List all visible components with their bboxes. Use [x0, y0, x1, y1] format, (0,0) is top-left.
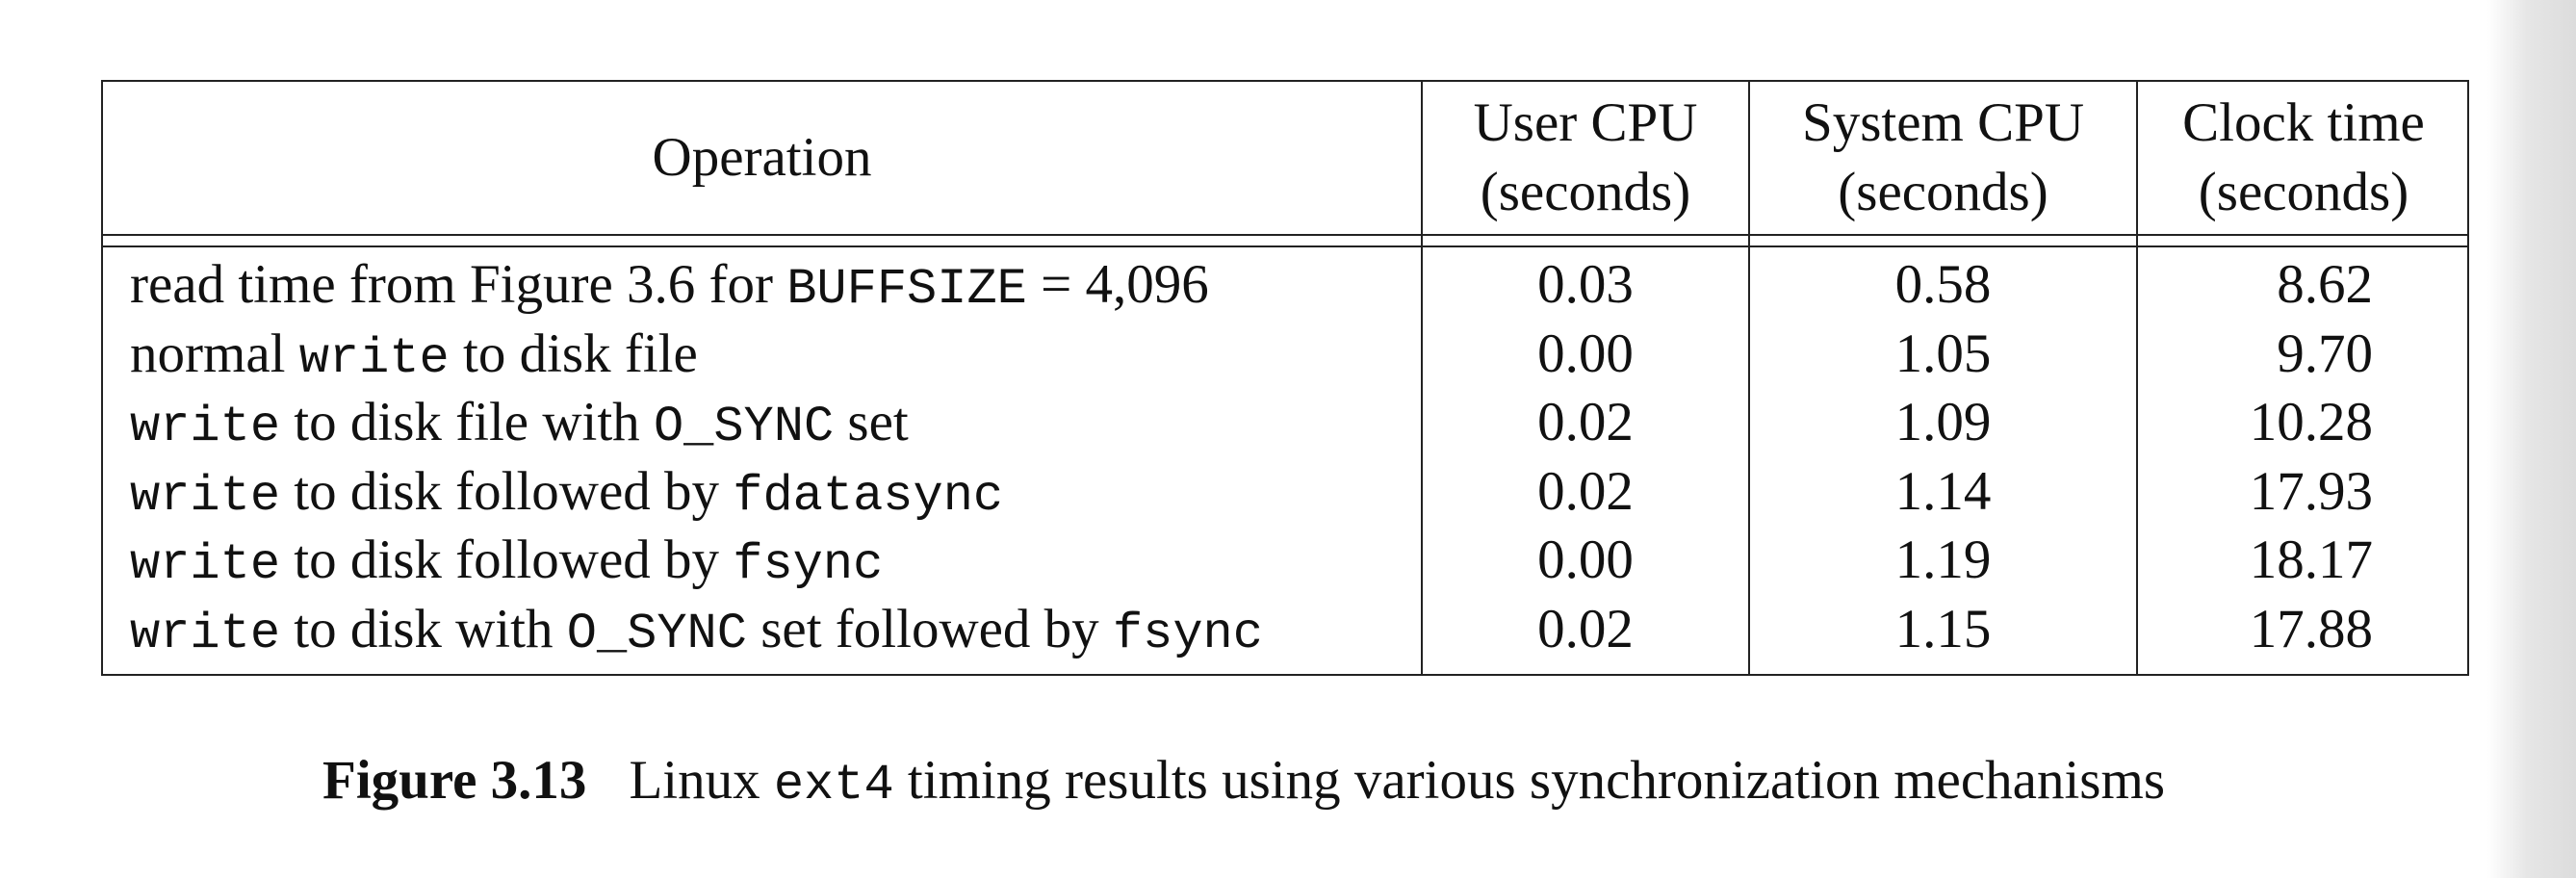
- clock-time-cell: 8.62: [2277, 254, 2373, 315]
- operation-text: normal: [130, 323, 299, 384]
- table-row: write to disk file with O_SYNC set 0.02 1.…: [103, 388, 2467, 457]
- operation-text: read time from Figure 3.6 for: [130, 254, 787, 315]
- figure-label: Figure 3.13: [322, 750, 587, 811]
- table-row: normal write to disk file 0.00 1.05 9.70: [103, 320, 2467, 389]
- header-rule-top: [103, 234, 2467, 236]
- operation-text: to disk followed by: [280, 460, 734, 522]
- clock-time-cell: 10.28: [2249, 392, 2373, 452]
- system-cpu-cell: 1.15: [1894, 598, 1992, 659]
- operation-cell: write to disk with O_SYNC set followed b…: [130, 595, 1263, 669]
- code-text: write: [130, 605, 281, 662]
- code-text: fsync: [1112, 605, 1263, 662]
- operation-text: set: [834, 392, 909, 452]
- operation-text: to disk with: [280, 598, 567, 659]
- header-rule-bottom: [103, 245, 2467, 247]
- code-text: write: [130, 467, 281, 525]
- header-operation: Operation: [652, 127, 872, 188]
- code-text: write: [298, 329, 450, 387]
- column-divider: [1421, 82, 1423, 674]
- code-text: O_SYNC: [566, 605, 747, 662]
- system-cpu-cell: 0.58: [1894, 254, 1992, 315]
- operation-cell: normal write to disk file: [130, 320, 698, 394]
- caption-text-before: Linux: [629, 750, 774, 811]
- code-text: fsync: [733, 536, 884, 593]
- operation-cell: write to disk followed by fdatasync: [130, 457, 1003, 531]
- clock-time-cell: 18.17: [2249, 529, 2373, 590]
- operation-text: = 4,096: [1026, 254, 1209, 315]
- operation-text: to disk followed by: [280, 529, 734, 590]
- column-divider: [2136, 82, 2138, 674]
- clock-time-cell: 17.88: [2249, 598, 2373, 659]
- code-text: write: [130, 536, 281, 593]
- header-user-cpu: User CPU (seconds): [1473, 92, 1698, 222]
- header-system-cpu: System CPU (seconds): [1802, 92, 2084, 222]
- page-edge-shadow: [2487, 0, 2576, 878]
- table-row: read time from Figure 3.6 for BUFFSIZE =…: [103, 250, 2467, 320]
- clock-time-cell: 17.93: [2249, 460, 2373, 522]
- user-cpu-cell: 0.00: [1537, 323, 1634, 384]
- operation-cell: write to disk file with O_SYNC set: [130, 388, 909, 462]
- clock-time-cell: 9.70: [2277, 323, 2373, 384]
- table-row: write to disk with O_SYNC set followed b…: [103, 595, 2467, 664]
- timing-table: Operation User CPU (seconds) System CPU …: [101, 80, 2469, 676]
- user-cpu-cell: 0.03: [1537, 254, 1634, 315]
- operation-text: to disk file: [449, 323, 698, 384]
- code-text: fdatasync: [733, 467, 1004, 525]
- operation-cell: read time from Figure 3.6 for BUFFSIZE =…: [130, 250, 1209, 324]
- user-cpu-cell: 0.02: [1537, 460, 1634, 522]
- user-cpu-cell: 0.02: [1537, 598, 1634, 659]
- operation-cell: write to disk followed by fsync: [130, 526, 883, 600]
- table-row: write to disk followed by fsync 0.00 1.19 1…: [103, 526, 2467, 595]
- caption-text-after: timing results using various synchroniza…: [893, 750, 2165, 811]
- code-text: BUFFSIZE: [786, 261, 1027, 318]
- operation-text: set followed by: [746, 598, 1113, 659]
- system-cpu-cell: 1.05: [1894, 323, 1992, 384]
- figure-caption: Figure 3.13 Linux ext4 timing results usi…: [0, 742, 2487, 824]
- code-text: O_SYNC: [653, 399, 835, 455]
- caption-mono-text: ext4: [773, 757, 894, 813]
- column-divider: [1748, 82, 1750, 674]
- code-text: write: [130, 399, 281, 455]
- system-cpu-cell: 1.19: [1894, 529, 1992, 590]
- user-cpu-cell: 0.00: [1537, 529, 1634, 590]
- header-clock-time: Clock time (seconds): [2182, 92, 2425, 222]
- system-cpu-cell: 1.09: [1894, 392, 1992, 452]
- user-cpu-cell: 0.02: [1537, 392, 1634, 452]
- system-cpu-cell: 1.14: [1894, 460, 1992, 522]
- table-row: write to disk followed by fdatasync 0.02 1…: [103, 457, 2467, 527]
- operation-text: to disk file with: [280, 392, 654, 452]
